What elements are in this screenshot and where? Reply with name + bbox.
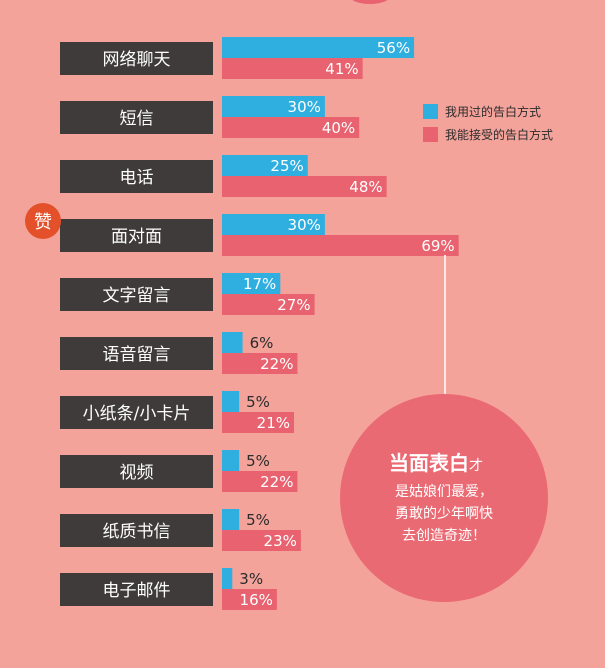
bar-used (222, 155, 308, 176)
bar-accept (222, 176, 387, 197)
chart-row: 视频 5% 22% (60, 450, 298, 492)
value-label-accept: 22% (260, 355, 293, 373)
bar-accept (222, 58, 363, 79)
chart-rows: 网络聊天56%41%短信30%40%电话25%48%面对面30%69%文字留言1… (60, 37, 459, 610)
category-box (60, 514, 213, 547)
value-label-used: 25% (270, 157, 303, 175)
category-box (60, 278, 213, 311)
category-label: 文字留言 (103, 286, 171, 306)
bar-accept (222, 235, 459, 256)
category-label: 面对面 (111, 227, 162, 247)
bar-accept (222, 589, 277, 610)
bar-used (222, 509, 240, 530)
callout-headline-suffix: 才 (469, 458, 483, 474)
bar-used (222, 273, 281, 294)
category-box (60, 455, 213, 488)
bar-accept (222, 353, 298, 374)
category-label: 网络聊天 (103, 50, 171, 70)
category-box (60, 42, 213, 75)
badge: 赞 (25, 203, 61, 239)
bar-accept (222, 117, 360, 138)
category-label: 短信 (120, 109, 154, 129)
category-label: 语音留言 (103, 345, 171, 365)
bar-used (222, 214, 325, 235)
value-label-used: 5% (246, 511, 270, 529)
legend-label-accept: 我能接受的告白方式 (445, 127, 553, 142)
value-label-used: 3% (239, 570, 263, 588)
badge-circle (25, 203, 61, 239)
bar-used (222, 96, 325, 117)
value-label-accept: 27% (277, 296, 310, 314)
bar-used (222, 568, 233, 589)
category-box (60, 219, 213, 252)
value-label-accept: 16% (240, 591, 273, 609)
chart-row: 网络聊天 56% 41% (60, 37, 415, 79)
category-label: 小纸条/小卡片 (83, 404, 191, 424)
category-box (60, 160, 213, 193)
chart-row: 语音留言 6% 22% (60, 332, 298, 374)
bar-used (222, 391, 240, 412)
chart-row: 纸质书信 5% 23% (60, 509, 301, 551)
legend: 我用过的告白方式 我能接受的告白方式 (423, 104, 553, 142)
category-box (60, 337, 213, 370)
category-label: 纸质书信 (103, 522, 171, 542)
value-label-used: 5% (246, 452, 270, 470)
chart-row: 短信 30%40% (60, 96, 360, 138)
bar-accept (222, 294, 315, 315)
category-box (60, 101, 213, 134)
bar-accept (222, 530, 301, 551)
chart-row: 电子邮件 3% 16% (60, 568, 277, 610)
callout-line-2: 是姑娘们最爱， (395, 484, 493, 500)
callout-line-3: 勇敢的少年啊快 (395, 506, 493, 522)
category-label: 视频 (120, 463, 154, 483)
chart-row: 文字留言 17%27% (60, 273, 315, 315)
value-label-accept: 41% (325, 60, 358, 78)
bar-used (222, 37, 415, 58)
category-label: 电话 (120, 168, 154, 188)
category-box (60, 396, 213, 429)
bar-used (222, 332, 243, 353)
callout-headline-main: 当面表白 (389, 451, 469, 475)
callout-headline: 当面表白才 (389, 451, 483, 475)
value-label-accept: 40% (322, 119, 355, 137)
value-label-accept: 22% (260, 473, 293, 491)
value-label-accept: 21% (257, 414, 290, 432)
callout-circle (340, 394, 548, 602)
callout-line-4: 去创造奇迹！ (402, 527, 486, 544)
callout: 当面表白才 是姑娘们最爱， 勇敢的少年啊快 去创造奇迹！ (340, 394, 548, 602)
top-decoration (352, 0, 388, 4)
category-label: 电子邮件 (103, 581, 171, 601)
bar-used (222, 450, 240, 471)
legend-swatch-used (423, 104, 438, 119)
bar-accept (222, 412, 295, 433)
value-label-used: 30% (288, 98, 321, 116)
bar-accept (222, 471, 298, 492)
badge-text: 赞 (34, 212, 52, 233)
chart-row: 电话 25% 48% (60, 155, 387, 197)
legend-swatch-accept (423, 127, 438, 142)
value-label-used: 17% (243, 275, 276, 293)
legend-label-used: 我用过的告白方式 (445, 104, 541, 119)
value-label-used: 5% (246, 393, 270, 411)
chart-row: 小纸条/小卡片 5% 21% (60, 391, 295, 433)
value-label-used: 6% (250, 334, 274, 352)
category-box (60, 573, 213, 606)
value-label-accept: 69% (421, 237, 454, 255)
value-label-accept: 23% (264, 532, 297, 550)
value-label-accept: 48% (349, 178, 382, 196)
chart-row: 面对面 30% 69% (60, 214, 459, 256)
value-label-used: 56% (377, 39, 410, 57)
value-label-used: 30% (288, 216, 321, 234)
